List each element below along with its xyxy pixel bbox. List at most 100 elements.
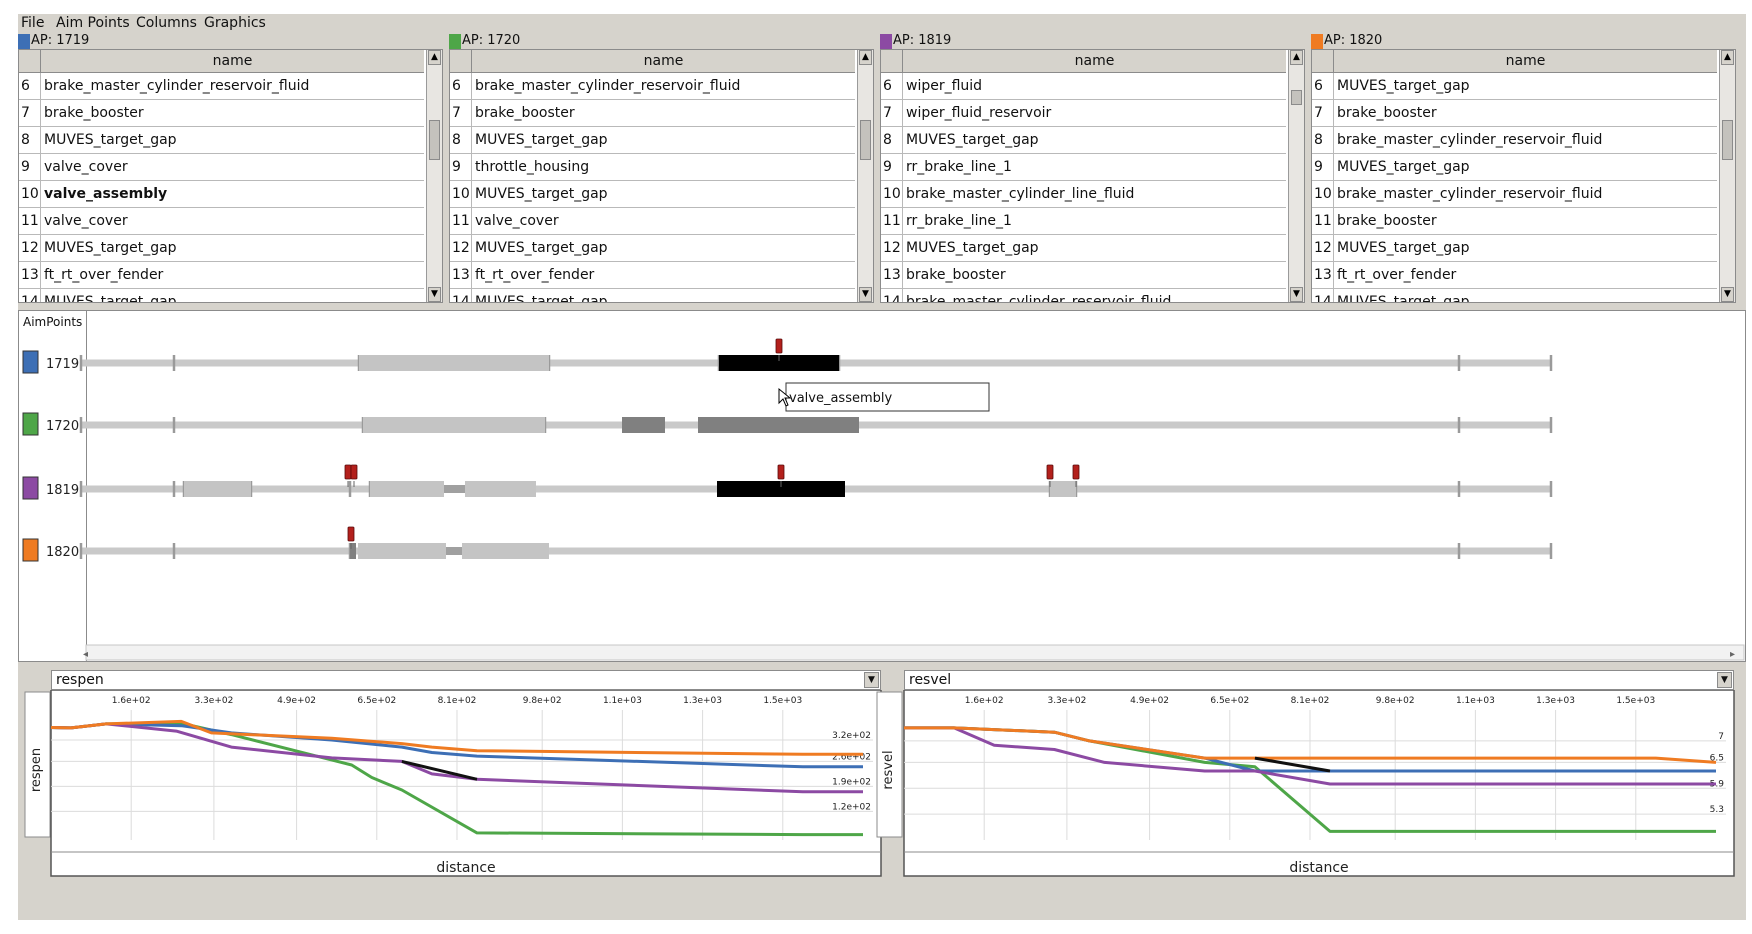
track-segment[interactable] — [358, 543, 446, 559]
table-row[interactable]: 6 MUVES_target_gap — [1312, 73, 1717, 100]
track-segment[interactable] — [719, 355, 839, 371]
name-column-header[interactable]: name — [1505, 53, 1546, 69]
table-row[interactable]: 14 MUVES_target_gap — [19, 289, 424, 302]
table-row[interactable]: 13 brake_booster — [881, 262, 1286, 289]
track-horizontal-scrollbar[interactable] — [85, 644, 1745, 661]
table-row[interactable]: 11 valve_cover — [450, 208, 855, 235]
scroll-left-arrow-icon[interactable]: ◂ — [83, 649, 88, 660]
scroll-up-arrow-icon[interactable]: ▲ — [1290, 50, 1303, 65]
scroll-thumb[interactable] — [429, 120, 440, 160]
aimpoint-table[interactable]: name 6 brake_master_cylinder_reservoir_flu… — [18, 49, 443, 303]
track-segment[interactable] — [462, 543, 549, 559]
track-segment[interactable] — [717, 481, 845, 497]
scroll-down-arrow-icon[interactable]: ▼ — [1290, 287, 1303, 302]
tracks-canvas[interactable]: 1719 1720 1819 1820 valve_assembly ◂ ▸ — [19, 311, 1745, 661]
menu-columns[interactable]: Columns — [136, 15, 197, 31]
table-row[interactable]: 7 brake_booster — [19, 100, 424, 127]
row-number: 8 — [1312, 127, 1334, 153]
track-segment[interactable] — [370, 481, 444, 497]
track-marker-icon[interactable] — [1046, 464, 1054, 480]
table-row[interactable]: 10 valve_assembly — [19, 181, 424, 208]
resvel-select-arrow-icon[interactable]: ▼ — [1717, 672, 1732, 688]
table-vertical-scrollbar[interactable]: ▲ ▼ — [426, 50, 442, 302]
track-segment[interactable] — [359, 355, 549, 371]
resvel-select[interactable]: resvel ▼ — [904, 670, 1734, 690]
table-row[interactable]: 7 brake_booster — [1312, 100, 1717, 127]
row-number: 14 — [881, 289, 903, 302]
name-column-header[interactable]: name — [1074, 53, 1115, 69]
table-row[interactable]: 9 MUVES_target_gap — [1312, 154, 1717, 181]
track-segment[interactable] — [184, 481, 251, 497]
table-vertical-scrollbar[interactable]: ▲ ▼ — [1288, 50, 1304, 302]
table-row[interactable]: 7 wiper_fluid_reservoir — [881, 100, 1286, 127]
track-marker-icon[interactable] — [777, 464, 785, 480]
aimpoint-table[interactable]: name 6 brake_master_cylinder_reservoir_flu… — [449, 49, 874, 303]
table-row[interactable]: 13 ft_rt_over_fender — [450, 262, 855, 289]
table-row[interactable]: 12 MUVES_target_gap — [881, 235, 1286, 262]
scroll-thumb[interactable] — [1291, 90, 1302, 105]
track-segment[interactable] — [1050, 481, 1076, 497]
track-marker-icon[interactable] — [350, 464, 358, 480]
track-marker-icon[interactable] — [344, 464, 352, 480]
track-segment[interactable] — [363, 417, 545, 433]
table-row[interactable]: 8 MUVES_target_gap — [881, 127, 1286, 154]
y-tick-label: 1.9e+02 — [832, 777, 871, 787]
name-column-header[interactable]: name — [212, 53, 253, 69]
scroll-down-arrow-icon[interactable]: ▼ — [859, 287, 872, 302]
table-row[interactable]: 14 MUVES_target_gap — [450, 289, 855, 302]
menu-file[interactable]: File — [21, 15, 45, 31]
table-row[interactable]: 14 MUVES_target_gap — [1312, 289, 1717, 302]
track-segment[interactable] — [350, 543, 356, 559]
menu-aim-points[interactable]: Aim Points — [56, 15, 130, 31]
table-row[interactable]: 8 MUVES_target_gap — [450, 127, 855, 154]
aimpoint-table[interactable]: name 6 MUVES_target_gap 7 brake_booster 8 brak… — [1311, 49, 1736, 303]
table-row[interactable]: 10 brake_master_cylinder_reservoir_fluid — [1312, 181, 1717, 208]
scroll-up-arrow-icon[interactable]: ▲ — [1721, 50, 1734, 65]
table-row[interactable]: 9 throttle_housing — [450, 154, 855, 181]
table-row[interactable]: 7 brake_booster — [450, 100, 855, 127]
table-row[interactable]: 11 rr_brake_line_1 — [881, 208, 1286, 235]
table-rows: 6 brake_master_cylinder_reservoir_fluid 7 b… — [19, 73, 424, 302]
table-row[interactable]: 6 brake_master_cylinder_reservoir_fluid — [19, 73, 424, 100]
table-row[interactable]: 12 MUVES_target_gap — [450, 235, 855, 262]
table-row[interactable]: 8 brake_master_cylinder_reservoir_fluid — [1312, 127, 1717, 154]
table-row[interactable]: 9 valve_cover — [19, 154, 424, 181]
scroll-up-arrow-icon[interactable]: ▲ — [428, 50, 441, 65]
scroll-down-arrow-icon[interactable]: ▼ — [428, 287, 441, 302]
track-marker-icon[interactable] — [775, 338, 783, 354]
table-row[interactable]: 13 ft_rt_over_fender — [19, 262, 424, 289]
table-row[interactable]: 12 MUVES_target_gap — [1312, 235, 1717, 262]
table-row[interactable]: 9 rr_brake_line_1 — [881, 154, 1286, 181]
scroll-thumb[interactable] — [860, 120, 871, 160]
respen-select-arrow-icon[interactable]: ▼ — [864, 672, 879, 688]
table-row[interactable]: 11 brake_booster — [1312, 208, 1717, 235]
respen-select[interactable]: respen ▼ — [51, 670, 881, 690]
table-row[interactable]: 10 MUVES_target_gap — [450, 181, 855, 208]
x-tick-label: 1.1e+03 — [603, 696, 642, 706]
table-row[interactable]: 8 MUVES_target_gap — [19, 127, 424, 154]
name-column-header[interactable]: name — [643, 53, 684, 69]
track-segment[interactable] — [465, 481, 536, 497]
scroll-thumb[interactable] — [1722, 120, 1733, 160]
table-vertical-scrollbar[interactable]: ▲ ▼ — [857, 50, 873, 302]
table-row[interactable]: 12 MUVES_target_gap — [19, 235, 424, 262]
table-row[interactable]: 11 valve_cover — [19, 208, 424, 235]
x-tick-label: 8.1e+02 — [438, 696, 477, 706]
table-vertical-scrollbar[interactable]: ▲ ▼ — [1719, 50, 1735, 302]
scroll-up-arrow-icon[interactable]: ▲ — [859, 50, 872, 65]
track-marker-icon[interactable] — [347, 526, 355, 542]
table-row[interactable]: 13 ft_rt_over_fender — [1312, 262, 1717, 289]
track-segment[interactable] — [698, 417, 859, 433]
track-segment[interactable] — [446, 547, 462, 555]
scroll-down-arrow-icon[interactable]: ▼ — [1721, 287, 1734, 302]
table-row[interactable]: 6 brake_master_cylinder_reservoir_fluid — [450, 73, 855, 100]
track-segment[interactable] — [444, 485, 465, 493]
scroll-right-arrow-icon[interactable]: ▸ — [1730, 649, 1735, 660]
menu-graphics[interactable]: Graphics — [204, 15, 266, 31]
table-row[interactable]: 14 brake_master_cylinder_reservoir_fluid — [881, 289, 1286, 302]
track-marker-icon[interactable] — [1072, 464, 1080, 480]
table-row[interactable]: 10 brake_master_cylinder_line_fluid — [881, 181, 1286, 208]
table-row[interactable]: 6 wiper_fluid — [881, 73, 1286, 100]
aimpoint-table[interactable]: name 6 wiper_fluid 7 wiper_fluid_reservoir 8 M… — [880, 49, 1305, 303]
track-segment[interactable] — [622, 417, 665, 433]
